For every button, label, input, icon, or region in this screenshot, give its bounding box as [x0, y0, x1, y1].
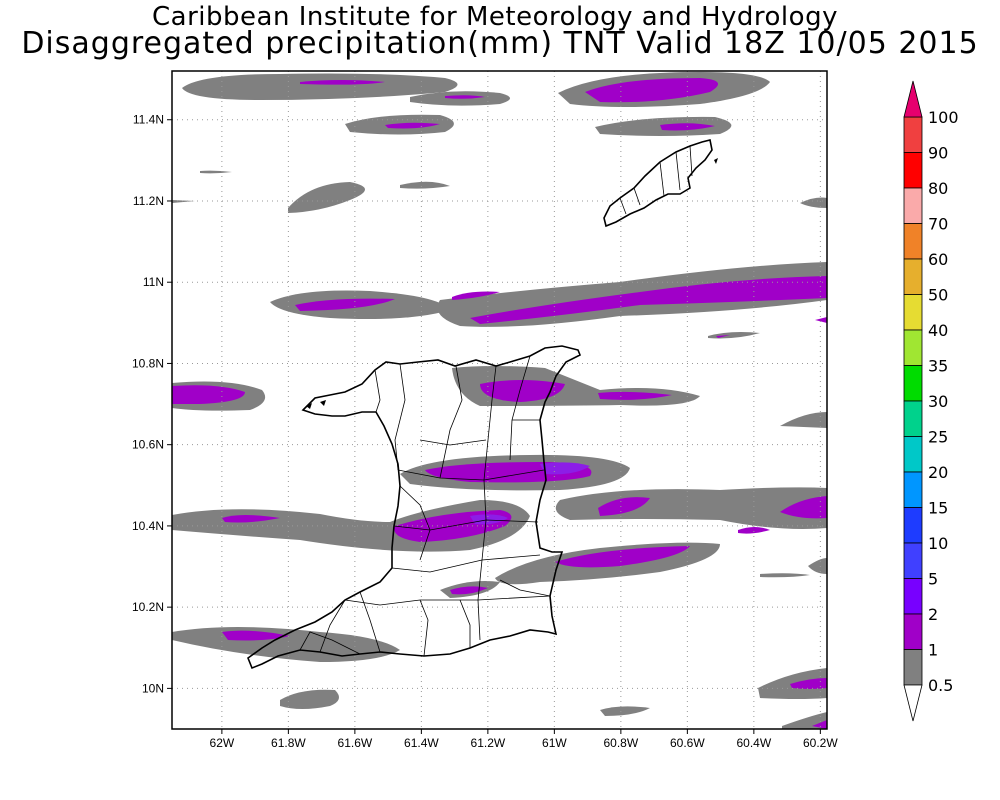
colorbar-bottom-triangle: [903, 684, 923, 722]
x-tick-label: 60.4W: [737, 736, 772, 750]
colorbar-label: 50: [928, 286, 948, 305]
district-boundaries: [299, 355, 551, 657]
colorbar-label: 10: [928, 534, 948, 553]
precip-cell: [172, 72, 827, 213]
x-tick-label: 61.6W: [338, 736, 373, 750]
x-tick-label: 61.8W: [271, 736, 306, 750]
colorbar-label: 15: [928, 499, 948, 518]
colorbar-swatch: [903, 294, 923, 331]
trinidad-island: [247, 345, 582, 670]
precipitation-field: [172, 72, 827, 729]
colorbar-swatch: [903, 400, 923, 437]
colorbar-top-triangle: [903, 80, 923, 118]
colorbar-swatch: [903, 542, 923, 579]
colorbar-label: 30: [928, 392, 948, 411]
colorbar-label: 80: [928, 179, 948, 198]
title-line-2: Disaggregated precipitation(mm) TNT Vali…: [21, 26, 979, 61]
colorbar-swatch: [903, 152, 923, 189]
y-tick-label: 10.2N: [132, 600, 164, 614]
colorbar-swatch: [903, 365, 923, 402]
x-tick-label: 61W: [542, 736, 567, 750]
plot-frame: [171, 70, 828, 730]
precip-cell: [172, 366, 827, 428]
precip-cell: [172, 487, 827, 552]
colorbar-swatch: [903, 613, 923, 650]
precip-cell: [280, 668, 827, 729]
colorbar-swatch: [903, 258, 923, 295]
x-tick-label: 61.4W: [404, 736, 439, 750]
precip-cell: [440, 542, 827, 598]
colorbar-label: 2: [928, 605, 938, 624]
coastline: [247, 139, 718, 670]
y-tick-label: 10.8N: [132, 356, 164, 370]
grid-lines: [172, 71, 827, 729]
colorbar-swatch: [903, 578, 923, 615]
y-tick-label: 10.4N: [132, 519, 164, 533]
tobago-island: [603, 139, 713, 228]
precip-cell: [400, 454, 630, 491]
precip-cell: [172, 627, 400, 662]
y-tick-label: 11.4N: [133, 113, 164, 127]
colorbar-swatch: [903, 329, 923, 366]
colorbar-label: 20: [928, 463, 948, 482]
colorbar-label: 1: [928, 641, 938, 660]
x-tick-label: 62W: [210, 736, 235, 750]
colorbar-swatch: [903, 649, 923, 686]
axes: 62W 61.8W 61.6W 61.4W 61.2W 61W 60.8W 60.6W 60.4…: [132, 113, 838, 750]
y-tick-label: 10.6N: [132, 438, 164, 452]
colorbar-label: 100: [928, 108, 959, 127]
precip-cell: [270, 262, 827, 339]
colorbar-label: 25: [928, 428, 948, 447]
colorbar-swatch: [903, 116, 923, 153]
colorbar-label: 0.5: [928, 676, 953, 695]
y-tick-label: 10N: [142, 681, 164, 695]
colorbar-label: 60: [928, 250, 948, 269]
tobago-boundaries: [619, 145, 693, 215]
y-tick-label: 11N: [143, 275, 164, 289]
colorbar-swatch: [903, 187, 923, 224]
colorbar-swatch: [903, 507, 923, 544]
colorbar-label: 35: [928, 357, 948, 376]
title-line-1: Caribbean Institute for Meteorology and …: [152, 2, 838, 32]
colorbar-swatch: [903, 223, 923, 260]
colorbar-label: 5: [928, 570, 938, 589]
colorbar: 100 90 80 70 60 50 40 35 30 25 20 15 10 5 2 1 0.5: [903, 80, 959, 722]
x-tick-label: 60.2W: [803, 736, 838, 750]
x-tick-label: 60.8W: [604, 736, 639, 750]
x-tick-label: 61.2W: [471, 736, 506, 750]
colorbar-swatch: [903, 436, 923, 473]
colorbar-label: 90: [928, 144, 948, 163]
y-tick-label: 11.2N: [133, 194, 164, 208]
colorbar-label: 70: [928, 215, 948, 234]
colorbar-label: 40: [928, 321, 948, 340]
colorbar-swatch: [903, 471, 923, 508]
x-tick-label: 60.6W: [670, 736, 705, 750]
